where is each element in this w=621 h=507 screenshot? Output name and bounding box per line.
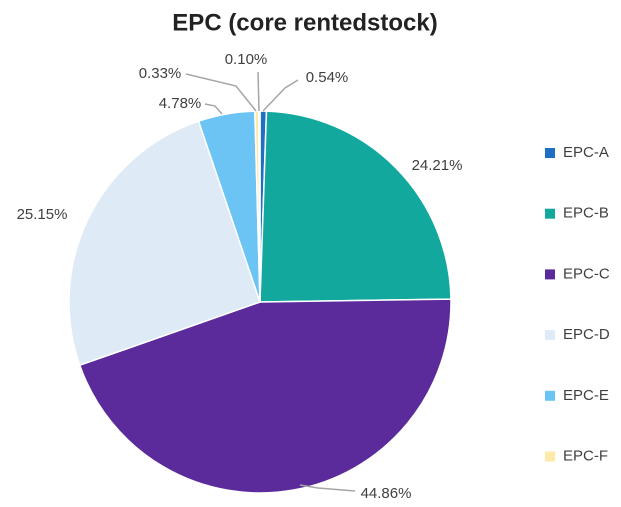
legend-label: EPC-D xyxy=(563,326,610,343)
leader-line xyxy=(204,103,223,115)
legend-swatch xyxy=(545,451,555,462)
legend-swatch xyxy=(545,269,555,280)
data-label: 25.15% xyxy=(17,206,68,223)
leader-line xyxy=(299,484,356,492)
leader-line xyxy=(185,73,257,112)
data-label: 24.21% xyxy=(412,157,463,174)
legend-swatch xyxy=(545,208,555,219)
legend-label: EPC-A xyxy=(563,144,609,161)
chart-title: EPC (core rentedstock) xyxy=(172,9,437,36)
legend-label: EPC-F xyxy=(563,447,608,464)
legend-swatch xyxy=(545,148,555,158)
legend-swatch xyxy=(545,390,555,401)
pie-slice xyxy=(78,298,452,494)
data-label: 44.86% xyxy=(361,485,412,502)
data-label: 0.33% xyxy=(139,65,182,82)
leader-line xyxy=(257,71,260,112)
legend-label: EPC-E xyxy=(563,387,609,404)
pie-slice xyxy=(68,120,261,367)
pie-slice xyxy=(259,110,452,303)
legend-swatch xyxy=(545,330,555,341)
data-label: 0.54% xyxy=(306,69,349,86)
leader-line xyxy=(262,79,299,112)
data-label: 0.10% xyxy=(225,51,268,68)
legend-label: EPC-C xyxy=(563,265,610,282)
legend-label: EPC-B xyxy=(563,205,609,222)
data-label: 4.78% xyxy=(159,95,202,112)
